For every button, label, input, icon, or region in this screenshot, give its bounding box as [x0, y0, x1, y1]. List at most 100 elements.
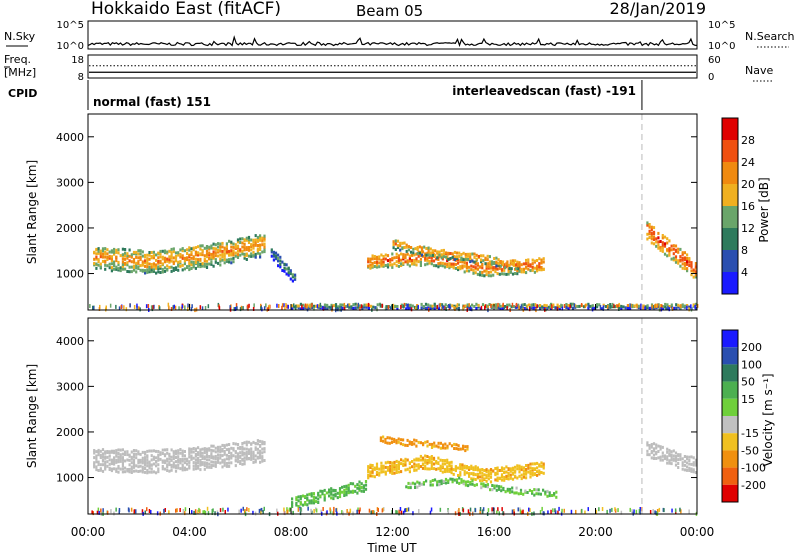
cell	[516, 272, 519, 276]
cell	[205, 461, 209, 465]
cell	[241, 445, 244, 449]
cell	[471, 259, 474, 263]
cell	[239, 253, 242, 257]
station-title: Hokkaido East (fitACF)	[91, 0, 281, 19]
cell	[396, 305, 399, 308]
cell	[373, 261, 376, 265]
speckle	[214, 511, 216, 516]
cell	[241, 450, 244, 454]
cell	[463, 261, 466, 265]
cell	[679, 264, 682, 268]
cell	[250, 252, 253, 256]
cell	[449, 477, 452, 481]
speckle	[416, 305, 418, 310]
speckle	[150, 510, 152, 514]
cell	[430, 461, 433, 464]
cell	[201, 262, 204, 266]
cell	[99, 463, 102, 467]
cell	[488, 260, 491, 264]
speckle	[89, 304, 91, 308]
speckle	[211, 509, 213, 513]
cell	[487, 274, 490, 278]
cell	[150, 458, 153, 462]
cell	[188, 455, 191, 459]
cell	[506, 487, 509, 491]
cell	[356, 486, 359, 490]
cell	[487, 474, 490, 477]
cell	[391, 464, 394, 468]
cell	[384, 253, 387, 257]
cell	[203, 259, 206, 263]
cell	[203, 464, 206, 467]
cell	[496, 466, 499, 470]
cell	[130, 450, 133, 454]
cell	[402, 443, 405, 447]
cell	[115, 451, 118, 455]
cell	[661, 454, 664, 458]
cell	[371, 474, 374, 478]
cell	[225, 247, 228, 251]
cell	[124, 254, 127, 258]
cell	[186, 252, 189, 255]
cell	[397, 437, 400, 441]
cell	[223, 461, 226, 465]
cell	[172, 268, 175, 272]
cell	[485, 468, 488, 472]
cell	[352, 306, 355, 310]
cell	[144, 452, 147, 456]
cell	[239, 241, 242, 244]
cell	[312, 498, 315, 502]
speckle	[417, 305, 419, 310]
cell	[380, 253, 383, 257]
cell	[247, 241, 251, 244]
cell	[168, 457, 171, 461]
cell	[661, 445, 664, 449]
cell	[540, 461, 543, 465]
cell	[396, 239, 400, 243]
cell	[504, 266, 507, 270]
cell	[259, 255, 262, 259]
cell	[690, 273, 693, 277]
cell	[430, 464, 433, 467]
cell	[620, 304, 623, 308]
cell	[247, 452, 251, 455]
cell	[467, 484, 470, 488]
cell	[183, 249, 186, 253]
cell	[404, 253, 407, 257]
cell	[486, 254, 489, 258]
cell	[538, 268, 541, 272]
cell	[426, 251, 429, 255]
cell	[483, 469, 486, 472]
speckle	[454, 511, 457, 516]
cell	[589, 304, 592, 308]
cell	[427, 246, 430, 250]
cell	[455, 480, 459, 484]
cell	[694, 273, 697, 277]
cell	[245, 453, 248, 457]
cell	[174, 469, 178, 473]
cell	[382, 255, 385, 258]
cell	[472, 466, 475, 470]
cell	[132, 458, 136, 462]
cell	[391, 461, 394, 465]
speckle	[642, 306, 644, 311]
cell	[386, 259, 390, 263]
cell	[459, 473, 462, 477]
cell	[221, 258, 224, 262]
cell	[128, 270, 131, 274]
cell	[163, 459, 167, 463]
speckle	[309, 303, 311, 308]
cell	[424, 464, 427, 468]
speckle	[109, 303, 112, 308]
cell	[540, 261, 543, 265]
cell	[545, 304, 548, 308]
cell	[445, 255, 448, 259]
cell	[395, 439, 398, 443]
cell	[263, 242, 266, 246]
cell	[447, 251, 450, 255]
cell	[163, 269, 167, 273]
speckle	[235, 306, 238, 311]
cell	[515, 263, 518, 267]
cell	[113, 456, 116, 460]
cell	[254, 454, 257, 458]
